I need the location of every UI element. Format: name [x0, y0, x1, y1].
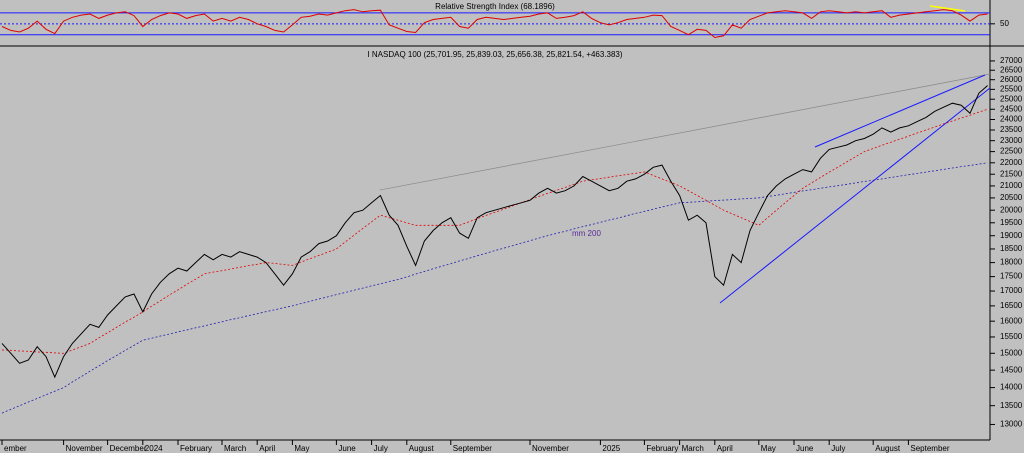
- rsi-title: Relative Strength Index (68.1896): [435, 2, 555, 11]
- x-tick-label: June: [338, 444, 356, 453]
- y-tick-label: 25500: [1000, 84, 1023, 93]
- y-tick-label: 13500: [1000, 401, 1023, 410]
- x-tick-label: June: [796, 444, 814, 453]
- y-tick-label: 50: [1000, 19, 1009, 28]
- y-tick-label: 24500: [1000, 104, 1023, 113]
- x-tick-label: February: [646, 444, 678, 453]
- x-tick-label: July: [831, 444, 845, 453]
- x-tick-label: 2024: [145, 444, 163, 453]
- y-tick-label: 22500: [1000, 147, 1023, 156]
- y-tick-label: 17000: [1000, 286, 1023, 295]
- x-tick-label: December: [110, 444, 147, 453]
- x-tick-label: August: [409, 444, 435, 453]
- x-tick-label: August: [875, 444, 901, 453]
- y-tick-label: 16000: [1000, 316, 1023, 325]
- y-tick-label: 16500: [1000, 301, 1023, 310]
- x-tick-label: September: [910, 444, 949, 453]
- x-tick-label: September: [453, 444, 492, 453]
- x-tick-label: March: [682, 444, 704, 453]
- moving-average: [1, 108, 988, 354]
- y-tick-label: 24000: [1000, 115, 1023, 124]
- x-tick-label: November: [532, 444, 569, 453]
- y-tick-label: 15000: [1000, 348, 1023, 357]
- x-tick-label: April: [717, 444, 733, 453]
- trend-line: [379, 73, 991, 191]
- y-tick-label: 27000: [1000, 56, 1023, 65]
- y-tick-label: 26000: [1000, 75, 1023, 84]
- y-tick-label: 18000: [1000, 258, 1023, 267]
- price-line: [1, 9, 988, 39]
- x-tick-label: May: [761, 444, 776, 453]
- y-tick-label: 20000: [1000, 205, 1023, 214]
- y-tick-label: 23500: [1000, 125, 1023, 134]
- moving-average: [1, 162, 988, 414]
- price-title: I NASDAQ 100 (25,701.95, 25,839.03, 25,6…: [367, 50, 622, 59]
- y-tick-label: 21500: [1000, 169, 1023, 178]
- rsi-divergence-line: [929, 5, 966, 12]
- trend-line: [814, 74, 986, 148]
- x-tick-label: March: [224, 444, 246, 453]
- trend-line: [719, 87, 991, 304]
- x-tick-label: February: [180, 444, 212, 453]
- y-tick-label: 13000: [1000, 420, 1023, 429]
- x-tick-label: May: [294, 444, 309, 453]
- ma-label: mm 200: [572, 229, 601, 238]
- y-tick-label: 15500: [1000, 332, 1023, 341]
- y-tick-label: 22000: [1000, 158, 1023, 167]
- y-tick-label: 21000: [1000, 181, 1023, 190]
- y-tick-label: 20500: [1000, 193, 1023, 202]
- y-tick-label: 26500: [1000, 65, 1023, 74]
- y-tick-label: 17500: [1000, 272, 1023, 281]
- y-tick-label: 14000: [1000, 383, 1023, 392]
- y-tick-label: 19000: [1000, 231, 1023, 240]
- y-tick-label: 19500: [1000, 218, 1023, 227]
- x-tick-label: 2025: [602, 444, 620, 453]
- price-line: [1, 85, 988, 379]
- x-tick-label: ember: [4, 444, 27, 453]
- y-tick-label: 23000: [1000, 136, 1023, 145]
- x-tick-label: April: [259, 444, 275, 453]
- x-tick-label: July: [374, 444, 388, 453]
- y-tick-label: 25000: [1000, 94, 1023, 103]
- x-tick-label: November: [66, 444, 103, 453]
- y-tick-label: 14500: [1000, 365, 1023, 374]
- y-tick-label: 18500: [1000, 244, 1023, 253]
